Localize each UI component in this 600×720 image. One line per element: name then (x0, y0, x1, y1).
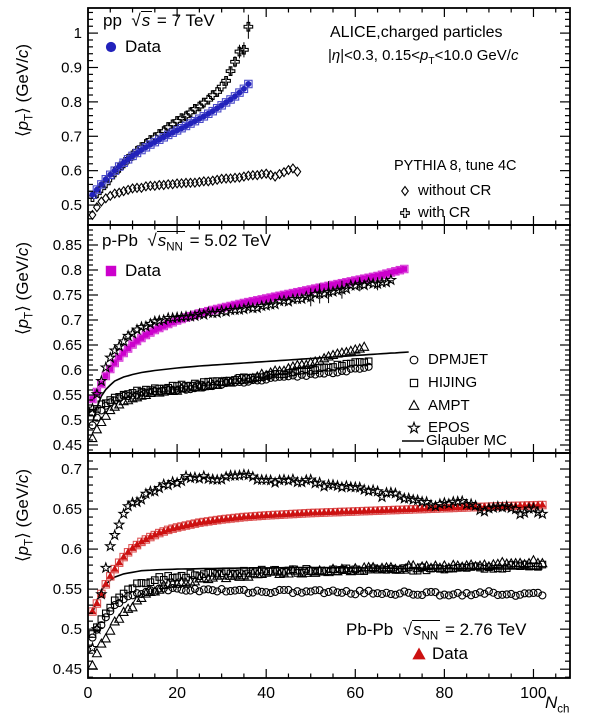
svg-text:60: 60 (346, 685, 364, 702)
svg-text:20: 20 (168, 685, 186, 702)
panel1-data-label: Data (125, 37, 161, 56)
panel2-title: p-Pb √sNN = 5.02 TeV (102, 231, 272, 254)
svg-text:0.85: 0.85 (53, 237, 82, 254)
svg-text:0.45: 0.45 (53, 661, 82, 678)
svg-text:0.45: 0.45 (53, 437, 82, 454)
panel3-y-axis-title: ⟨pT⟩ (GeV/c) (13, 468, 36, 562)
svg-text:0.6: 0.6 (61, 163, 82, 180)
svg-text:0.55: 0.55 (53, 581, 82, 598)
panel1-y-axis-title: ⟨pT⟩ (GeV/c) (13, 43, 36, 137)
svg-text:0.8: 0.8 (61, 94, 82, 111)
panel2-data-label: Data (125, 261, 161, 280)
svg-text:80: 80 (435, 685, 453, 702)
kinematics-label: |η|<0.3, 0.15<pT<10.0 GeV/c (328, 47, 519, 67)
svg-text:0.5: 0.5 (61, 412, 82, 429)
legend-epos: EPOS (428, 419, 470, 436)
svg-text:0.5: 0.5 (61, 197, 82, 214)
panel3-data-label: Data (432, 644, 468, 663)
svg-text:0.7: 0.7 (61, 128, 82, 145)
svg-text:0.65: 0.65 (53, 501, 82, 518)
svg-text:0.6: 0.6 (61, 362, 82, 379)
svg-text:0.5: 0.5 (61, 621, 82, 638)
panel2-y-axis-title: ⟨pT⟩ (GeV/c) (13, 241, 36, 335)
svg-text:40: 40 (257, 685, 275, 702)
svg-text:100: 100 (520, 685, 547, 702)
x-axis-title: Nch (545, 693, 570, 716)
svg-text:0: 0 (84, 685, 93, 702)
svg-text:0.7: 0.7 (61, 461, 82, 478)
svg-text:0.55: 0.55 (53, 387, 82, 404)
alice-label: ALICE,charged particles (330, 24, 503, 41)
panel3-title: Pb-Pb √sNN = 2.76 TeV (346, 620, 527, 643)
svg-text:0.7: 0.7 (61, 312, 82, 329)
svg-text:0.6: 0.6 (61, 541, 82, 558)
svg-text:0.75: 0.75 (53, 287, 82, 304)
legend-hijing: HIJING (428, 374, 478, 391)
svg-text:0.9: 0.9 (61, 59, 82, 76)
svg-text:1: 1 (74, 25, 82, 42)
legend-dpmjet: DPMJET (428, 351, 488, 368)
svg-text:0.8: 0.8 (61, 262, 82, 279)
svg-text:0.65: 0.65 (53, 337, 82, 354)
panel1-title: pp √s = 7 TeV (103, 11, 215, 30)
legend-glauber: Glauber MC (426, 432, 507, 449)
legend-without-cr: without CR (418, 182, 492, 199)
legend-with-cr: with CR (418, 204, 471, 221)
legend-ampt: AMPT (428, 397, 470, 414)
pythia-label: PYTHIA 8, tune 4C (394, 158, 517, 174)
